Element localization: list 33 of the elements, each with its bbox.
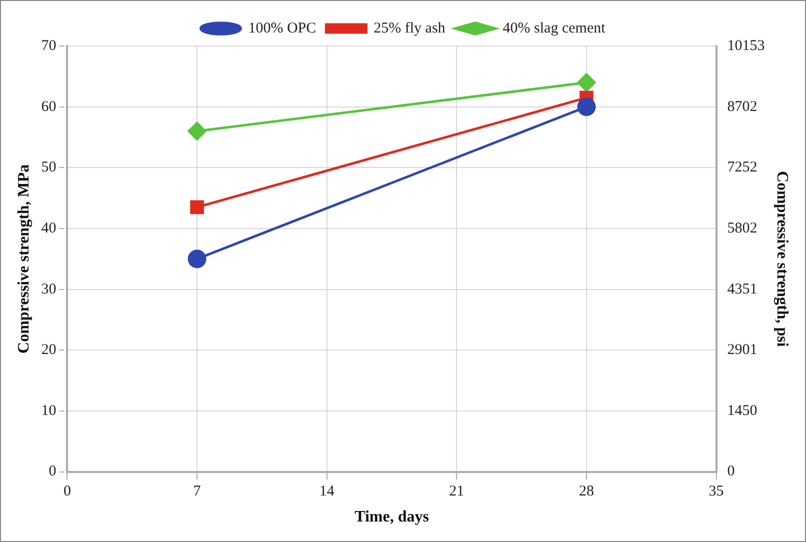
point [188,122,206,140]
x-tick-label: 0 [63,484,71,500]
y2-tick-label: 7252 [727,160,758,176]
y2-tick-label: 10153 [727,38,765,54]
point [188,250,206,268]
y-tick-label: 10 [41,402,56,419]
legend-label: 25% fly ash [374,20,446,36]
point [577,73,596,92]
y-tick-label: 50 [41,160,56,176]
x-tick-label: 21 [449,484,464,500]
legend-label: 100% OPC [248,20,316,36]
x-tick-label: 28 [578,484,594,500]
y-tick-label: 70 [41,38,56,54]
y2-axis-title: Compressive strength, psi [773,170,790,348]
y-tick-label: 40 [41,220,56,236]
y2-tick-label: 4351 [727,281,758,298]
x-tick-label: 35 [708,484,724,500]
x-axis-title: Time, days [354,508,429,526]
x-tick-label: 14 [319,484,335,500]
legend-label: 40% slag cement [502,20,606,36]
x-tick-label: 7 [193,484,202,500]
y-tick-label: 0 [48,464,56,480]
point [577,98,596,116]
y-tick-label: 60 [41,98,56,115]
y2-tick-label: 1450 [727,402,758,419]
y-tick-label: 30 [41,281,56,298]
y2-tick-label: 2901 [727,342,758,358]
y2-tick-label: 0 [727,464,735,480]
y-tick-label: 20 [41,342,56,358]
y2-tick-label: 5802 [727,220,758,236]
y-axis-title: Compressive strength, MPa [16,164,33,354]
point [190,200,204,214]
y2-tick-label: 8702 [727,98,758,115]
